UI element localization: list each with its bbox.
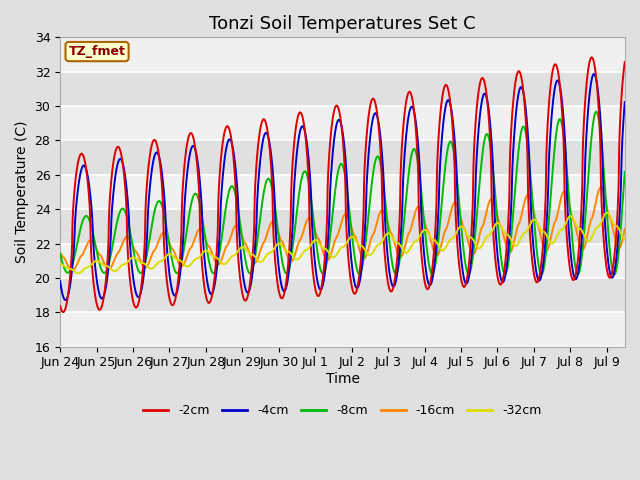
-2cm <box>534 278 542 284</box>
-8cm <box>56 251 64 257</box>
Text: TZ_fmet: TZ_fmet <box>68 45 125 58</box>
-32cm <box>428 235 435 241</box>
-4cm <box>602 228 609 234</box>
-16cm <box>621 226 628 232</box>
-16cm <box>56 250 64 255</box>
-4cm <box>534 277 542 283</box>
-2cm <box>90 280 97 286</box>
-4cm <box>621 99 628 105</box>
-2cm <box>588 55 595 60</box>
-8cm <box>602 189 609 195</box>
-32cm <box>56 261 64 267</box>
Bar <box>60 312 625 347</box>
-8cm <box>427 270 435 276</box>
-4cm <box>346 240 354 246</box>
Line: -4cm: -4cm <box>60 74 625 300</box>
Bar <box>60 72 625 106</box>
-8cm <box>621 169 628 175</box>
Bar <box>60 106 625 141</box>
-8cm <box>611 272 618 277</box>
-16cm <box>602 198 609 204</box>
-2cm <box>346 271 354 277</box>
Bar <box>60 37 625 72</box>
-32cm <box>410 240 418 245</box>
-4cm <box>590 71 598 77</box>
-32cm <box>534 222 542 228</box>
Legend: -2cm, -4cm, -8cm, -16cm, -32cm: -2cm, -4cm, -8cm, -16cm, -32cm <box>138 399 547 422</box>
-32cm <box>74 271 82 276</box>
-16cm <box>346 219 354 225</box>
-16cm <box>90 240 97 246</box>
-4cm <box>410 108 418 114</box>
-16cm <box>428 239 435 244</box>
-2cm <box>410 107 418 112</box>
-8cm <box>592 109 600 115</box>
-32cm <box>346 235 354 240</box>
-8cm <box>90 232 97 238</box>
Line: -16cm: -16cm <box>60 188 625 271</box>
Line: -2cm: -2cm <box>60 58 625 312</box>
-8cm <box>410 146 417 152</box>
-16cm <box>597 185 605 191</box>
-16cm <box>68 268 76 274</box>
-32cm <box>603 210 611 216</box>
-16cm <box>534 223 542 228</box>
-4cm <box>56 278 64 284</box>
-4cm <box>428 281 435 287</box>
-4cm <box>90 245 97 251</box>
X-axis label: Time: Time <box>326 372 360 386</box>
-2cm <box>428 275 435 280</box>
-2cm <box>602 256 609 262</box>
-4cm <box>61 297 69 303</box>
-2cm <box>56 303 64 309</box>
Title: Tonzi Soil Temperatures Set C: Tonzi Soil Temperatures Set C <box>209 15 476 33</box>
Bar <box>60 141 625 175</box>
Bar <box>60 278 625 312</box>
-2cm <box>621 59 628 65</box>
Line: -8cm: -8cm <box>60 112 625 275</box>
-32cm <box>621 236 628 242</box>
Y-axis label: Soil Temperature (C): Soil Temperature (C) <box>15 121 29 263</box>
-8cm <box>534 258 542 264</box>
Bar <box>60 175 625 209</box>
Line: -32cm: -32cm <box>60 213 625 274</box>
-32cm <box>90 260 97 265</box>
-32cm <box>602 211 609 216</box>
-8cm <box>346 210 353 216</box>
-2cm <box>60 309 67 315</box>
Bar <box>60 209 625 243</box>
-16cm <box>410 214 418 220</box>
Bar <box>60 243 625 278</box>
